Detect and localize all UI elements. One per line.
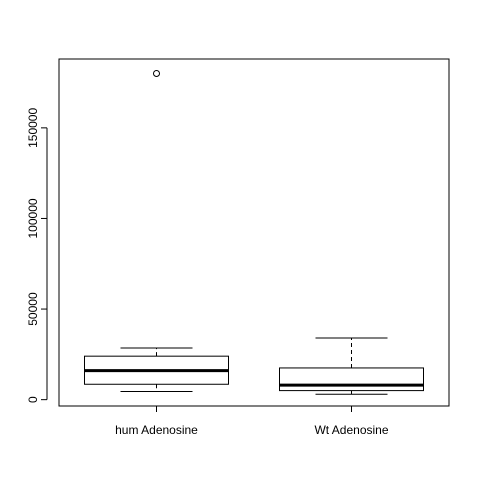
box-2 — [279, 337, 424, 395]
y-tick-label: 50000 — [26, 292, 40, 326]
y-tick-label: 0 — [26, 396, 40, 403]
outlier-point — [153, 69, 160, 77]
box-1 — [84, 69, 229, 393]
y-tick-label: 150000 — [26, 108, 40, 148]
y-tick-label: 100000 — [26, 198, 40, 238]
x-axis: hum Adenosine Wt Adenosine — [115, 405, 389, 437]
x-tick-label: hum Adenosine — [115, 423, 198, 437]
y-axis: 0 50000 100000 150000 — [26, 108, 48, 403]
boxes-layer — [84, 69, 424, 395]
plot-frame — [58, 58, 450, 407]
x-tick-label: Wt Adenosine — [314, 423, 388, 437]
iqr-box — [279, 367, 424, 392]
